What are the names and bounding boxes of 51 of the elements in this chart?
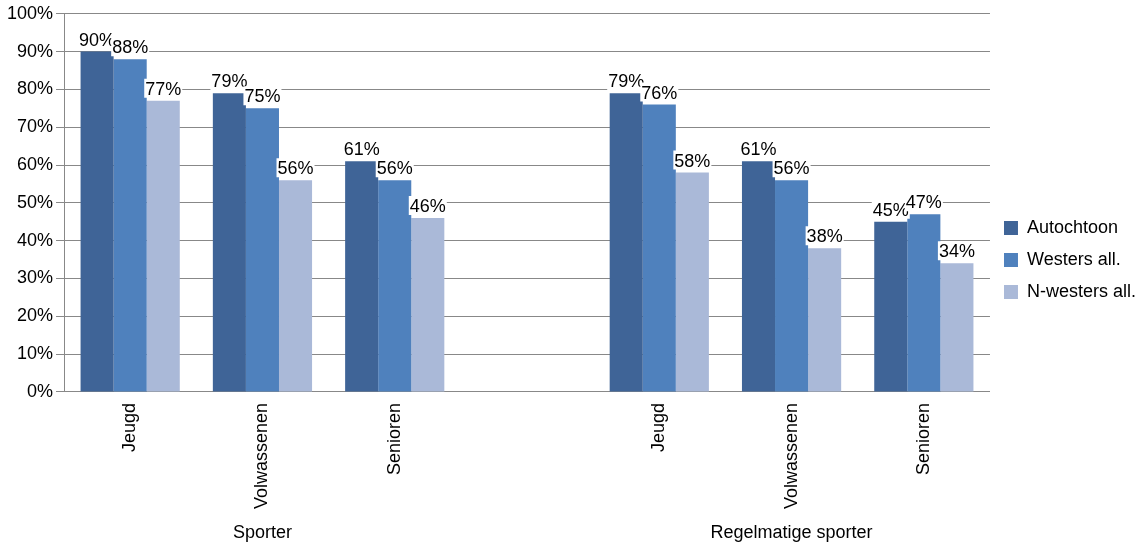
text: Regelmatige sporter bbox=[710, 521, 873, 542]
y-tick-label: 10% bbox=[17, 343, 54, 364]
x-tick-label: Senioren bbox=[912, 402, 933, 475]
bar bbox=[411, 217, 445, 392]
bar bbox=[940, 263, 974, 392]
data-label: 61% bbox=[740, 139, 777, 160]
y-tick-label: 80% bbox=[17, 78, 54, 99]
bar bbox=[80, 51, 114, 392]
bar bbox=[245, 108, 279, 392]
data-label: 56% bbox=[376, 158, 413, 179]
x-tick-label: Jeugd bbox=[119, 402, 140, 452]
data-label: 61% bbox=[343, 139, 380, 160]
x-tick-label: Volwassenen bbox=[780, 402, 801, 509]
data-label: 56% bbox=[773, 158, 810, 179]
bar bbox=[609, 93, 643, 392]
x-tick-label: Jeugd bbox=[648, 402, 669, 452]
data-label: 58% bbox=[674, 150, 711, 171]
data-label: 76% bbox=[641, 82, 678, 103]
bar bbox=[113, 59, 147, 392]
bar bbox=[146, 100, 180, 392]
legend-label: Autochtoon bbox=[1026, 216, 1119, 237]
bar bbox=[874, 221, 908, 392]
bar bbox=[808, 248, 842, 392]
bar bbox=[675, 172, 709, 392]
y-tick-label: 0% bbox=[27, 380, 54, 401]
y-tick-label: 40% bbox=[17, 229, 54, 250]
data-label: 75% bbox=[244, 86, 281, 107]
bar bbox=[212, 93, 246, 392]
bar bbox=[378, 180, 412, 392]
y-tick-label: 60% bbox=[17, 154, 54, 175]
data-label: 46% bbox=[409, 195, 446, 216]
legend-label: N-westers all. bbox=[1026, 280, 1137, 301]
data-label: 34% bbox=[938, 241, 975, 262]
text: Sporter bbox=[232, 521, 292, 542]
legend-label: Westers all. bbox=[1026, 248, 1121, 269]
y-tick-label: 30% bbox=[17, 267, 54, 288]
data-label: 77% bbox=[145, 78, 182, 99]
x-tick-label: Senioren bbox=[383, 402, 404, 475]
y-tick-label: 90% bbox=[17, 40, 54, 61]
y-tick-label: 100% bbox=[6, 2, 54, 23]
bar bbox=[741, 161, 776, 392]
bar bbox=[775, 180, 809, 392]
y-tick-label: 20% bbox=[17, 305, 54, 326]
y-tick-label: 70% bbox=[17, 116, 54, 137]
bar bbox=[642, 104, 676, 392]
y-tick-label: 50% bbox=[17, 191, 54, 212]
x-tick-label: Volwassenen bbox=[251, 402, 272, 509]
data-label: 38% bbox=[806, 226, 843, 247]
bar bbox=[278, 180, 313, 392]
bar bbox=[345, 161, 379, 392]
data-label: 56% bbox=[277, 158, 314, 179]
